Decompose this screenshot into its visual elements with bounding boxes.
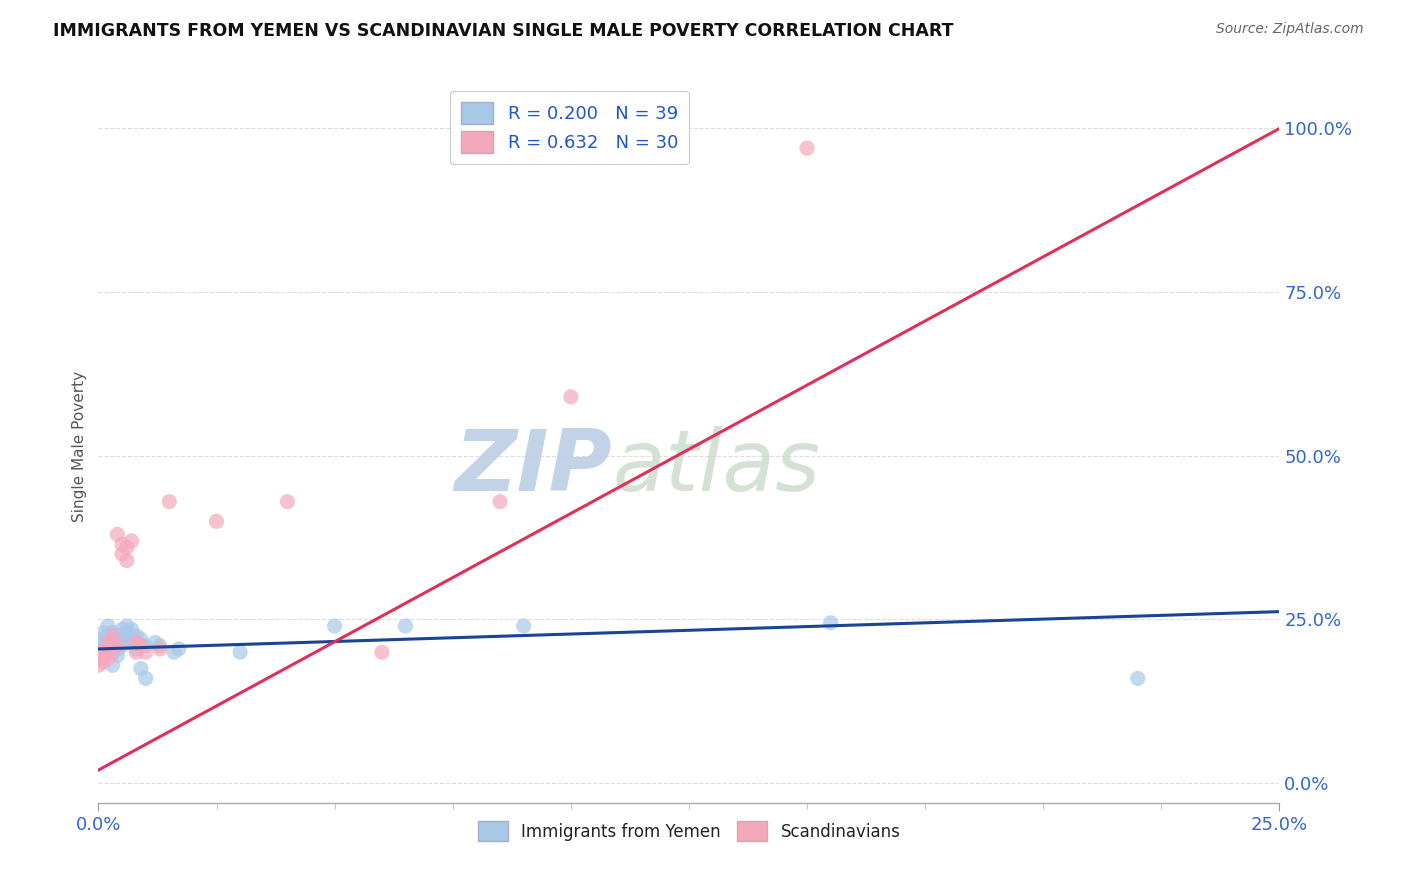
Text: Source: ZipAtlas.com: Source: ZipAtlas.com — [1216, 22, 1364, 37]
Point — [371, 645, 394, 659]
Point — [115, 553, 138, 567]
Point — [121, 623, 143, 637]
Y-axis label: Single Male Poverty: Single Male Poverty — [72, 370, 87, 522]
Point — [87, 645, 110, 659]
Point — [87, 658, 110, 673]
Point — [111, 547, 134, 561]
Point — [149, 639, 172, 653]
Point — [91, 625, 114, 640]
Point — [105, 639, 128, 653]
Point — [125, 629, 148, 643]
Text: atlas: atlas — [612, 425, 820, 509]
Point — [101, 625, 124, 640]
Point — [101, 645, 124, 659]
Point — [157, 494, 180, 508]
Point — [115, 541, 138, 555]
Point — [101, 629, 124, 643]
Point — [97, 635, 120, 649]
Point — [135, 672, 157, 686]
Point — [129, 662, 152, 676]
Point — [205, 514, 228, 528]
Point — [125, 645, 148, 659]
Point — [121, 533, 143, 548]
Point — [111, 623, 134, 637]
Point — [135, 639, 157, 653]
Point — [105, 527, 128, 541]
Point — [1126, 672, 1149, 686]
Point — [97, 652, 120, 666]
Point — [229, 645, 252, 659]
Point — [276, 494, 298, 508]
Point — [129, 632, 152, 647]
Point — [101, 645, 124, 659]
Point — [87, 632, 110, 647]
Point — [820, 615, 842, 630]
Point — [323, 619, 346, 633]
Text: IMMIGRANTS FROM YEMEN VS SCANDINAVIAN SINGLE MALE POVERTY CORRELATION CHART: IMMIGRANTS FROM YEMEN VS SCANDINAVIAN SI… — [53, 22, 953, 40]
Point — [512, 619, 534, 633]
Point — [125, 635, 148, 649]
Point — [91, 648, 114, 663]
Legend: Immigrants from Yemen, Scandinavians: Immigrants from Yemen, Scandinavians — [471, 814, 907, 848]
Point — [115, 635, 138, 649]
Point — [97, 642, 120, 657]
Point — [111, 632, 134, 647]
Point — [121, 632, 143, 647]
Point — [796, 141, 818, 155]
Point — [105, 648, 128, 663]
Point — [91, 648, 114, 663]
Point — [394, 619, 416, 633]
Point — [143, 635, 166, 649]
Point — [129, 639, 152, 653]
Point — [115, 619, 138, 633]
Point — [149, 642, 172, 657]
Point — [135, 645, 157, 659]
Point — [97, 639, 120, 653]
Point — [125, 642, 148, 657]
Point — [91, 645, 114, 659]
Point — [560, 390, 582, 404]
Point — [101, 658, 124, 673]
Point — [101, 635, 124, 649]
Point — [105, 629, 128, 643]
Point — [489, 494, 512, 508]
Point — [97, 629, 120, 643]
Point — [111, 537, 134, 551]
Point — [91, 655, 114, 669]
Point — [111, 639, 134, 653]
Point — [105, 642, 128, 657]
Point — [87, 652, 110, 666]
Point — [97, 619, 120, 633]
Point — [101, 635, 124, 649]
Point — [167, 642, 190, 657]
Point — [91, 635, 114, 649]
Point — [163, 645, 186, 659]
Point — [115, 625, 138, 640]
Text: ZIP: ZIP — [454, 425, 612, 509]
